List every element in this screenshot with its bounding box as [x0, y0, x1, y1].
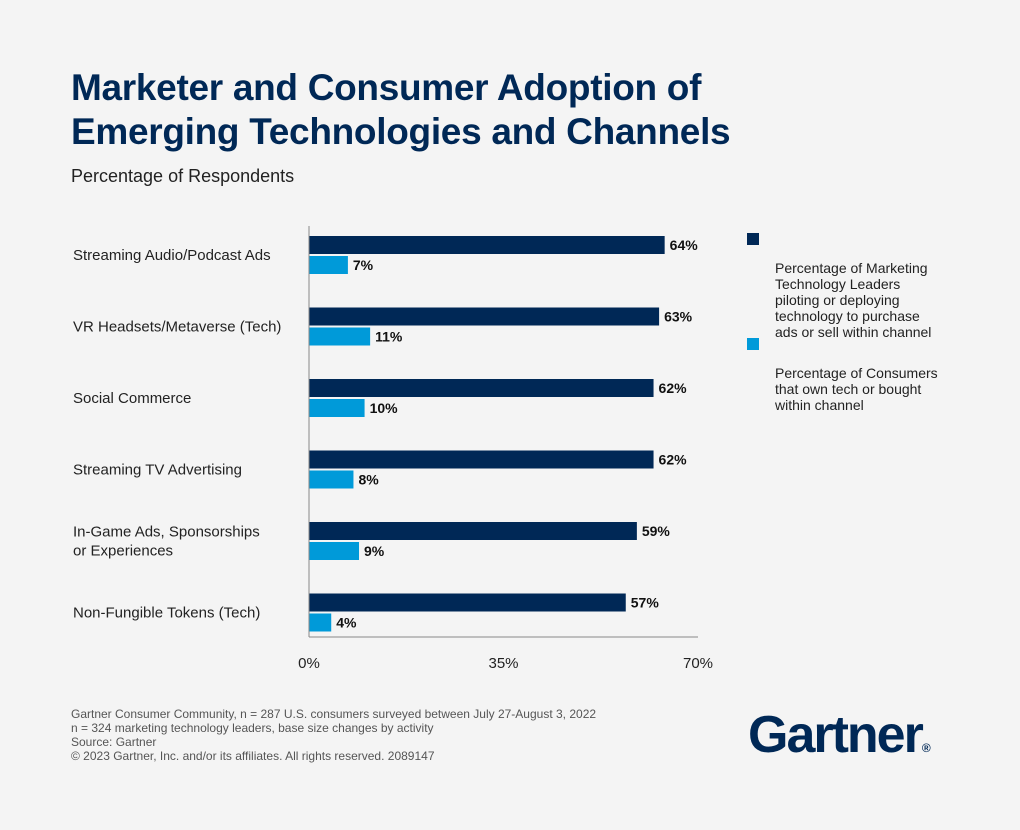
bar — [309, 236, 665, 254]
bar — [309, 470, 354, 489]
chart-title: Marketer and Consumer Adoption of Emergi… — [71, 67, 731, 152]
legend-item-consumers: Percentage of Consumers that own tech or… — [747, 333, 957, 429]
category-label: In-Game Ads, Sponsorships — [73, 524, 260, 541]
legend-item-marketers: Percentage of Marketing Technology Leade… — [747, 228, 957, 356]
data-label: 63% — [664, 309, 693, 325]
category-label: or Experiences — [73, 543, 173, 560]
footer-line: Gartner Consumer Community, n = 287 U.S.… — [71, 707, 597, 721]
bar — [309, 256, 348, 274]
data-label: 11% — [375, 329, 403, 345]
data-label: 4% — [336, 615, 357, 631]
bar — [309, 450, 654, 469]
data-label: 57% — [631, 595, 660, 611]
category-label: Streaming Audio/Podcast Ads — [73, 247, 271, 264]
legend-label: Percentage of Consumers that own tech or… — [775, 365, 938, 413]
data-label: 8% — [358, 472, 379, 488]
data-label: 62% — [659, 380, 688, 396]
data-label: 10% — [370, 400, 399, 416]
category-label: VR Headsets/Metaverse (Tech) — [73, 319, 281, 336]
bar — [309, 593, 626, 612]
bar — [309, 327, 371, 346]
legend-swatch — [747, 233, 759, 245]
bar — [309, 379, 654, 397]
bar-chart: Streaming Audio/Podcast Ads 64% 7% VR Heads… — [73, 226, 713, 672]
bar — [309, 613, 332, 632]
chart-subtitle: Percentage of Respondents — [71, 166, 295, 186]
x-tick-label: 0% — [298, 655, 320, 672]
legend-swatch — [747, 338, 759, 350]
footer-line: Source: Gartner — [71, 735, 157, 749]
data-label: 59% — [642, 523, 671, 539]
footer-line: n = 324 marketing technology leaders, ba… — [71, 721, 434, 735]
category-label: Streaming TV Advertising — [73, 462, 242, 479]
footer-notes: Gartner Consumer Community, n = 287 U.S.… — [71, 707, 596, 763]
x-tick-label: 70% — [683, 655, 713, 672]
data-label: 64% — [670, 237, 699, 253]
logo-registered-mark: ® — [921, 741, 931, 755]
bar — [309, 399, 365, 417]
category-label: Social Commerce — [73, 390, 191, 407]
bar — [309, 542, 360, 560]
bar — [309, 522, 637, 540]
logo-text: Gartner — [748, 706, 924, 764]
legend-label: Percentage of Marketing Technology Leade… — [775, 260, 932, 340]
gartner-logo: Gartner® — [748, 705, 931, 765]
footer-line: © 2023 Gartner, Inc. and/or its affiliat… — [71, 749, 435, 763]
data-label: 7% — [353, 257, 374, 273]
data-label: 9% — [364, 543, 385, 559]
data-label: 62% — [659, 452, 688, 468]
x-tick-label: 35% — [488, 655, 518, 672]
category-label: Non-Fungible Tokens (Tech) — [73, 605, 260, 622]
bar — [309, 307, 660, 326]
